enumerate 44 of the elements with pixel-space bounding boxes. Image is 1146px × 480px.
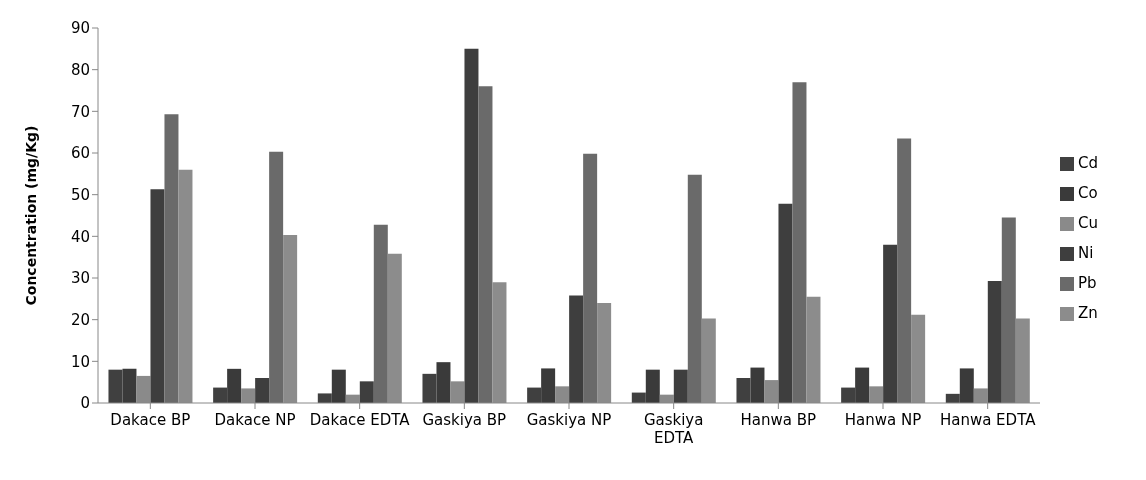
bar xyxy=(269,151,284,403)
x-tick-label: Gaskiya BP xyxy=(422,411,507,429)
x-tick-label: Dakace EDTA xyxy=(309,411,411,429)
bar xyxy=(255,378,270,403)
y-tick-label: 10 xyxy=(70,352,90,371)
y-tick-label: 20 xyxy=(70,310,90,329)
bar xyxy=(359,381,374,403)
legend-label: Pb xyxy=(1078,274,1097,292)
y-tick-label: 60 xyxy=(70,144,90,163)
bar xyxy=(987,280,1002,403)
x-tick-label: Hanwa BP xyxy=(740,411,817,429)
bar xyxy=(569,295,584,403)
legend-label: Cu xyxy=(1078,214,1098,232)
y-tick-label: 40 xyxy=(70,227,90,246)
bar xyxy=(478,86,493,403)
bar xyxy=(150,189,165,403)
x-tick-label: Hanwa NP xyxy=(844,411,922,429)
legend-label: Cd xyxy=(1078,154,1098,172)
bar xyxy=(464,48,479,403)
bar xyxy=(897,138,912,403)
x-tick-label: Gaskiya EDTA xyxy=(643,411,704,447)
bar xyxy=(687,174,702,403)
x-tick-label: Hanwa EDTA xyxy=(939,411,1037,429)
x-tick-label: Dakace NP xyxy=(214,411,296,429)
y-tick-label: 0 xyxy=(80,394,90,413)
bar xyxy=(583,153,598,403)
bar xyxy=(792,82,807,403)
bar xyxy=(883,244,898,403)
bar xyxy=(373,224,388,403)
bar xyxy=(1001,217,1016,403)
y-axis-title: Concentration (mg/Kg) xyxy=(22,125,39,306)
y-tick-label: 70 xyxy=(70,102,90,121)
legend-label: Zn xyxy=(1078,304,1098,322)
x-tick-label: Dakace BP xyxy=(110,411,191,429)
bar xyxy=(673,369,688,403)
legend-label: Ni xyxy=(1078,244,1094,262)
bar xyxy=(778,203,793,403)
y-tick-label: 50 xyxy=(70,185,90,204)
bar xyxy=(164,114,179,403)
y-tick-label: 90 xyxy=(70,19,90,38)
y-tick-label: 80 xyxy=(70,60,90,79)
legend-label: Co xyxy=(1078,184,1098,202)
x-tick-label: Gaskiya NP xyxy=(526,411,612,429)
y-tick-label: 30 xyxy=(70,269,90,288)
